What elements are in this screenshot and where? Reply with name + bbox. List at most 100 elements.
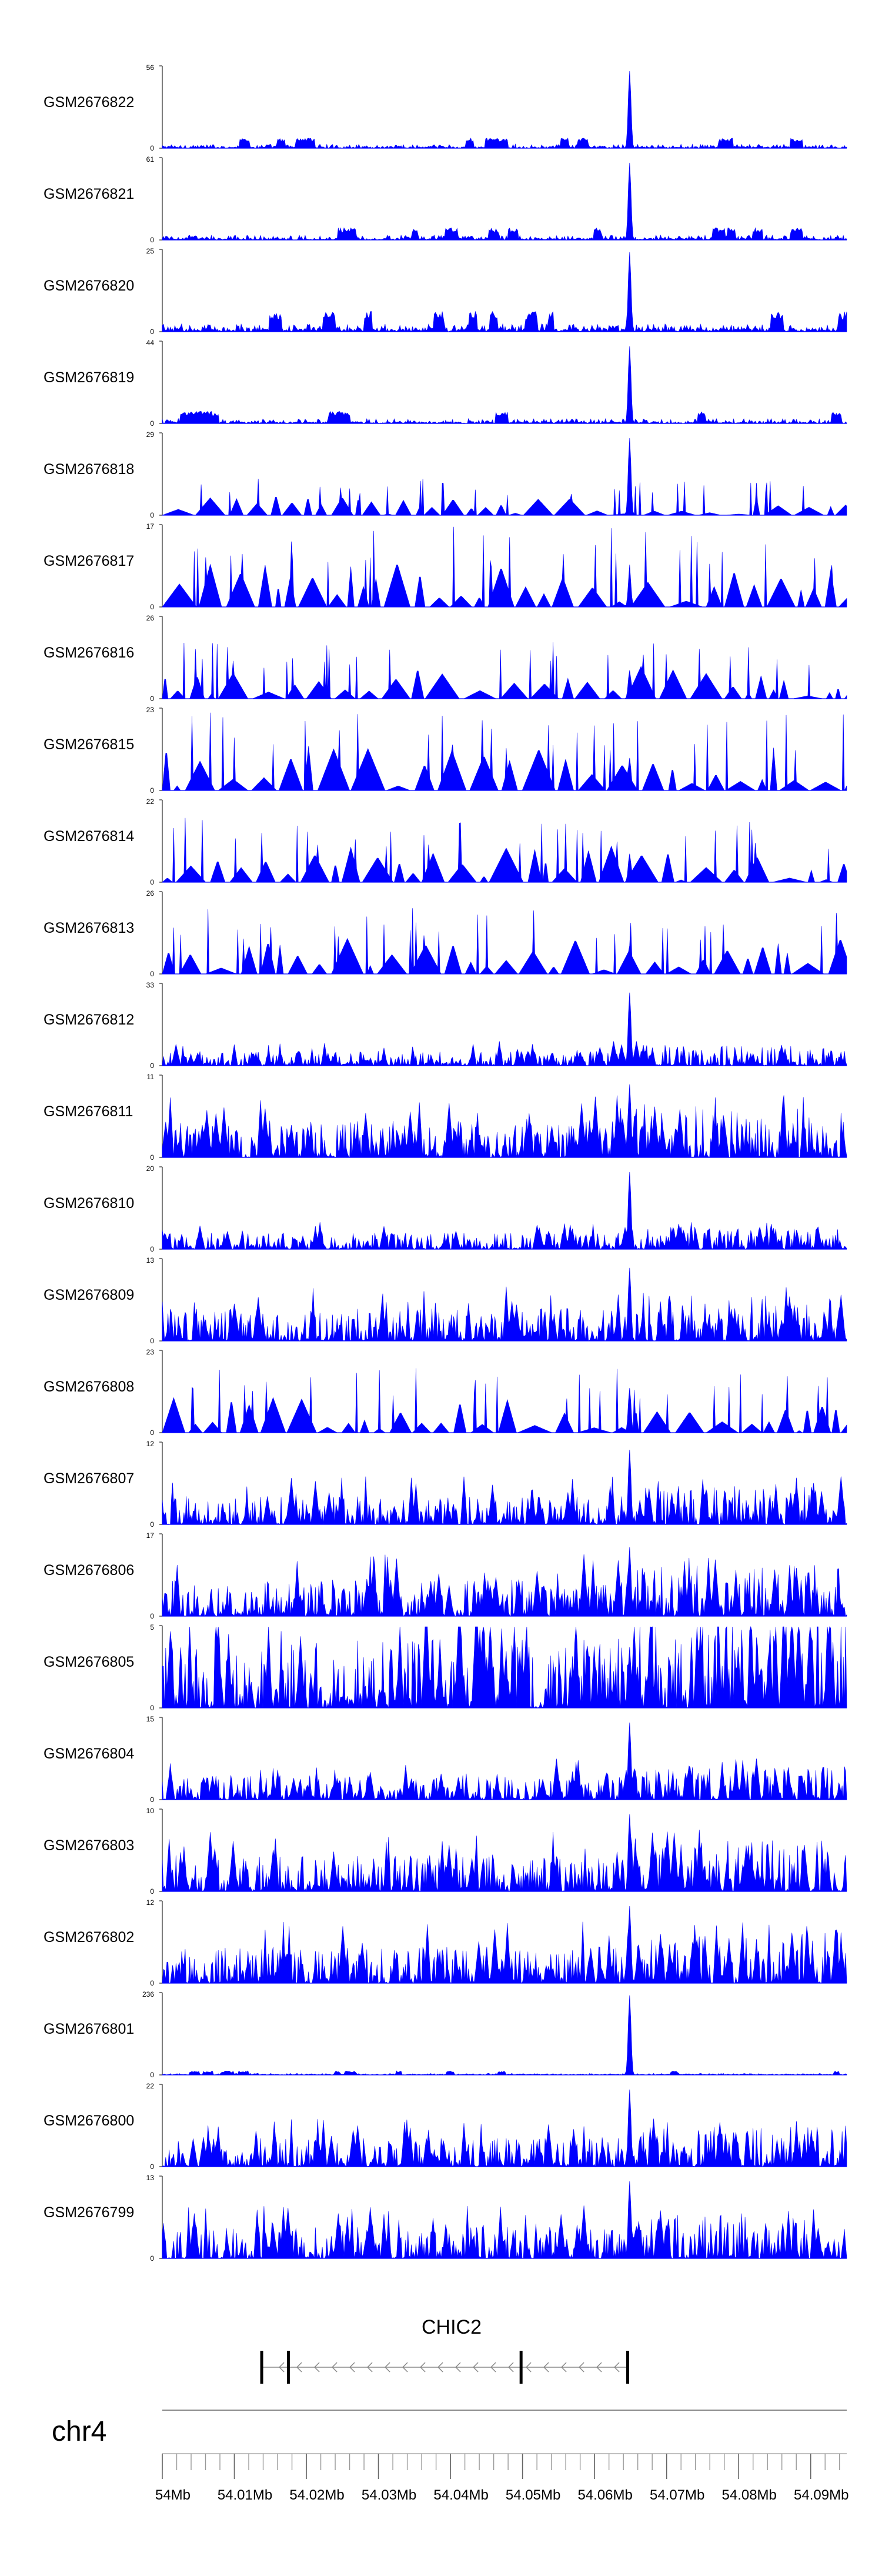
- track-label: GSM2676810: [44, 1195, 134, 1212]
- y-tick-label-min: 0: [150, 1796, 154, 1804]
- y-tick-label-max: 15: [146, 1715, 155, 1723]
- y-tick-label-min: 0: [150, 2071, 154, 2079]
- y-tick-label-max: 44: [146, 339, 155, 347]
- axis-tick-label: 54.08Mb: [722, 2487, 777, 2503]
- y-tick-label-min: 0: [150, 328, 154, 336]
- track-GSM2676816: GSM2676816 26 0: [44, 614, 847, 703]
- track-GSM2676803: GSM2676803 10 0: [44, 1807, 847, 1896]
- track-GSM2676820: GSM2676820 25 0: [44, 247, 847, 336]
- signal-area-GSM2676800: [162, 2089, 847, 2167]
- track-GSM2676818: GSM2676818 29 0: [44, 431, 847, 519]
- strand-arrow: [296, 2362, 302, 2373]
- signal-area-GSM2676820: [162, 252, 847, 333]
- signal-tracks: GSM2676822560GSM2676821610GSM2676820250G…: [44, 64, 847, 2263]
- gene-exon: [286, 2351, 290, 2384]
- track-label: GSM2676807: [44, 1470, 134, 1487]
- strand-arrow: [543, 2362, 549, 2373]
- axis-tick-label: 54.05Mb: [506, 2487, 560, 2503]
- track-label: GSM2676804: [44, 1746, 134, 1762]
- gene-exon: [626, 2351, 630, 2384]
- y-tick-label-max: 29: [146, 431, 155, 439]
- track-label: GSM2676822: [44, 94, 134, 111]
- signal-area-GSM2676818: [162, 438, 847, 516]
- track-label: GSM2676803: [44, 1837, 134, 1854]
- y-tick-label-min: 0: [150, 1887, 154, 1896]
- y-tick-label-max: 56: [146, 64, 155, 72]
- track-GSM2676811: GSM2676811 11 0: [44, 1073, 847, 1162]
- track-GSM2676802: GSM2676802 12 0: [44, 1898, 847, 1987]
- track-GSM2676805: GSM2676805 5 0: [44, 1623, 847, 1712]
- y-tick-label-min: 0: [150, 786, 154, 795]
- y-tick-label-max: 22: [146, 2082, 155, 2090]
- y-tick-label-min: 0: [150, 1337, 154, 1345]
- track-GSM2676800: GSM2676800 22 0: [44, 2082, 847, 2171]
- y-tick-label-min: 0: [150, 1704, 154, 1712]
- y-tick-label-min: 0: [150, 970, 154, 978]
- strand-arrow: [508, 2362, 514, 2373]
- strand-arrow: [579, 2362, 584, 2373]
- signal-area-GSM2676817: [162, 526, 847, 608]
- track-label: GSM2676811: [44, 1103, 133, 1120]
- strand-arrow: [526, 2362, 532, 2373]
- track-GSM2676806: GSM2676806 17 0: [44, 1531, 847, 1620]
- strand-arrow: [367, 2362, 373, 2373]
- strand-arrow: [402, 2362, 408, 2373]
- signal-area-GSM2676819: [162, 346, 847, 424]
- genome-axis: chr4 54Mb 54.01Mb 54.02Mb 54.03Mb 54.04Mb 54.…: [52, 2410, 848, 2503]
- y-tick-label-max: 12: [146, 1898, 155, 1907]
- strand-arrow: [455, 2362, 461, 2373]
- strand-arrow: [314, 2362, 320, 2373]
- signal-area-GSM2676801: [162, 1995, 847, 2076]
- signal-area-GSM2676812: [162, 992, 847, 1066]
- track-label: GSM2676817: [44, 553, 134, 569]
- y-tick-label-max: 23: [146, 1348, 155, 1356]
- y-tick-label-max: 33: [146, 981, 155, 989]
- y-tick-label-min: 0: [150, 1062, 154, 1070]
- y-tick-label-max: 12: [146, 1440, 155, 1448]
- signal-area-GSM2676806: [162, 1547, 847, 1617]
- y-tick-label-max: 17: [146, 1531, 155, 1540]
- track-GSM2676809: GSM2676809 13 0: [44, 1256, 847, 1345]
- track-label: GSM2676800: [44, 2113, 134, 2129]
- track-label: GSM2676802: [44, 1929, 134, 1946]
- y-tick-label-max: 61: [146, 155, 155, 163]
- track-GSM2676817: GSM2676817 17 0: [44, 522, 847, 611]
- track-label: GSM2676801: [44, 2021, 134, 2037]
- y-tick-label-min: 0: [150, 2163, 154, 2171]
- axis-tick-label: 54.07Mb: [650, 2487, 704, 2503]
- track-GSM2676814: GSM2676814 22 0: [44, 798, 847, 886]
- y-tick-label-max: 25: [146, 247, 155, 255]
- track-label: GSM2676812: [44, 1012, 134, 1028]
- track-GSM2676807: GSM2676807 12 0: [44, 1440, 847, 1529]
- gene-exon: [519, 2351, 523, 2384]
- track-label: GSM2676818: [44, 461, 134, 478]
- strand-arrow: [561, 2362, 567, 2373]
- track-label: GSM2676805: [44, 1654, 134, 1670]
- y-tick-label-max: 13: [146, 2174, 155, 2182]
- y-tick-label-min: 0: [150, 236, 154, 244]
- y-tick-label-max: 23: [146, 706, 155, 714]
- strand-arrow: [614, 2362, 620, 2373]
- track-label: GSM2676799: [44, 2204, 134, 2221]
- axis-tick-label: 54.02Mb: [289, 2487, 344, 2503]
- gene-name-label: CHIC2: [422, 2316, 482, 2338]
- strand-arrow: [490, 2362, 496, 2373]
- signal-area-GSM2676803: [162, 1814, 847, 1893]
- signal-area-GSM2676808: [162, 1368, 847, 1434]
- y-tick-label-max: 11: [147, 1073, 155, 1081]
- y-tick-label-min: 0: [150, 511, 154, 519]
- track-label: GSM2676813: [44, 920, 134, 936]
- y-tick-label-min: 0: [150, 1612, 154, 1620]
- axis-tick-label: 54.06Mb: [577, 2487, 632, 2503]
- y-tick-label-max: 17: [146, 522, 155, 530]
- y-tick-label-min: 0: [150, 1979, 154, 1987]
- track-GSM2676815: GSM2676815 23 0: [44, 706, 847, 795]
- y-tick-label-min: 0: [150, 1429, 154, 1437]
- y-tick-label-min: 0: [150, 419, 154, 428]
- strand-arrow: [385, 2362, 390, 2373]
- gene-exon: [260, 2351, 263, 2384]
- signal-area-GSM2676804: [162, 1722, 847, 1800]
- gene-track: CHIC2: [260, 2316, 630, 2384]
- y-tick-label-max: 20: [146, 1164, 155, 1173]
- y-tick-label-min: 0: [150, 2254, 154, 2263]
